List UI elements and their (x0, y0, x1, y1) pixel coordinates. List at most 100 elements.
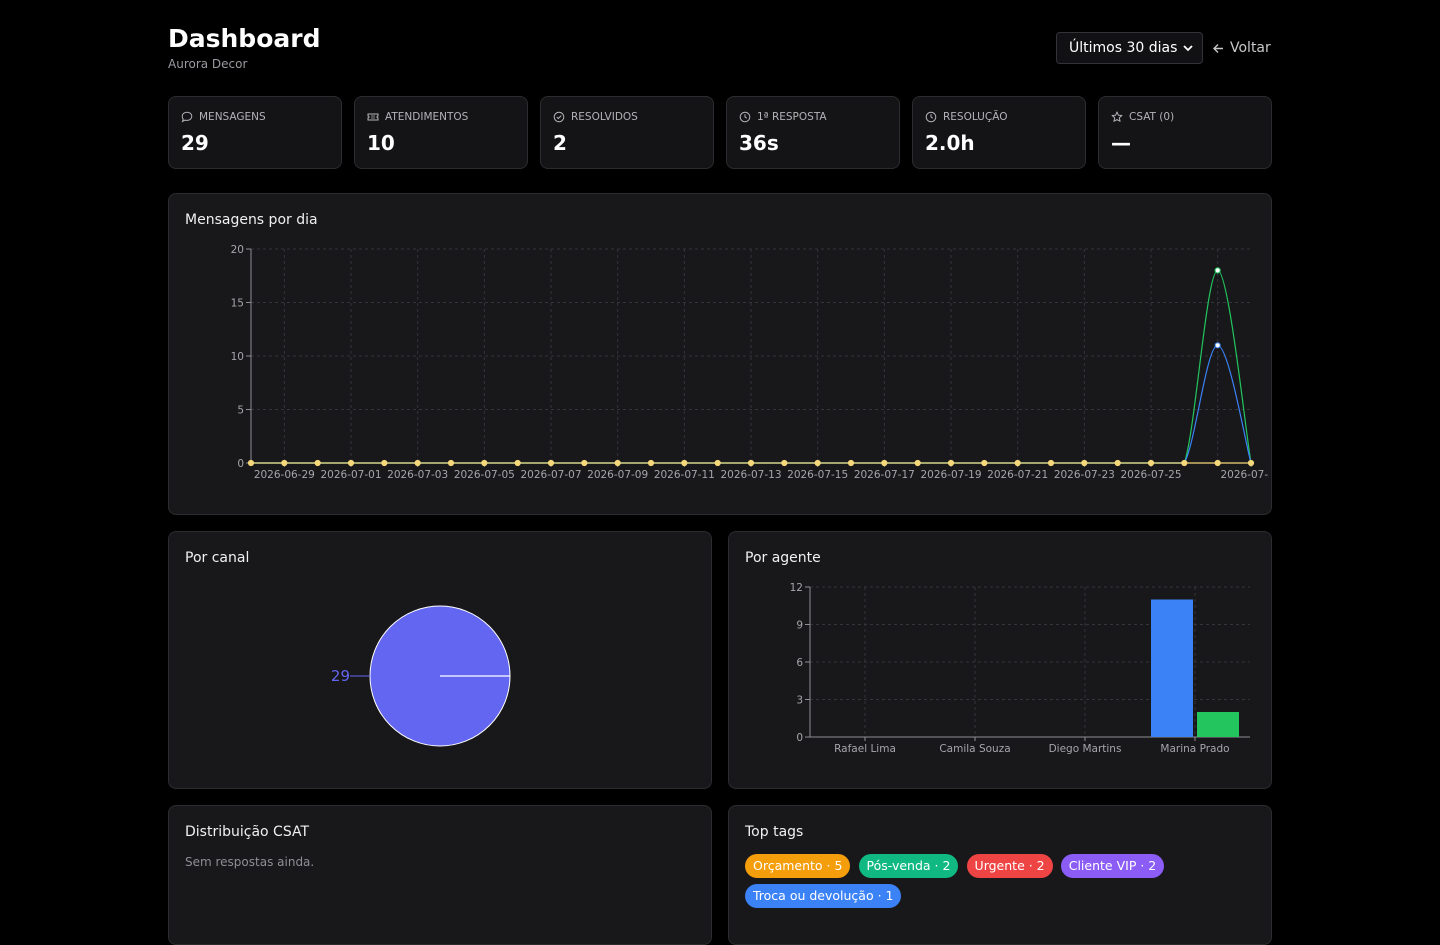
y-tick-label: 3 (796, 695, 803, 707)
kpi-value: 2.0h (925, 131, 975, 155)
daily-messages-chart: 0 5 10 15 20 2026-06-29 2026-07-01 2026-07-03 20… (231, 244, 1269, 481)
chat-bubble-icon (181, 111, 193, 123)
channel-card: Por canal 29 (168, 531, 712, 789)
data-point (581, 459, 588, 467)
y-tick-label: 0 (796, 732, 803, 744)
tag-chip[interactable]: Pós-venda · 2 (858, 854, 959, 878)
star-icon (1111, 111, 1123, 122)
x-tick-label: Diego Martins (1049, 743, 1122, 755)
arrow-left-icon (1213, 43, 1223, 53)
kpi-label: MENSAGENS (199, 111, 266, 123)
x-tick-label: 2026-06-29 (254, 469, 315, 481)
data-point (314, 459, 321, 467)
kpi-value: 29 (181, 131, 209, 155)
data-point (1247, 459, 1255, 467)
kpi-label: 1ª RESPOSTA (757, 111, 827, 123)
data-point (947, 459, 955, 467)
tag-chip[interactable]: Troca ou devolução · 1 (745, 884, 902, 908)
y-tick-label: 0 (237, 458, 244, 470)
data-point (481, 459, 488, 467)
period-select-value: Últimos 30 dias (1069, 40, 1178, 56)
x-tick-label: 2026-07-21 (987, 469, 1048, 481)
x-tick-label: 2026-07-23 (1054, 469, 1115, 481)
x-tick-label: 2026-07-01 (320, 469, 381, 481)
tag-chip[interactable]: Orçamento · 5 (745, 854, 851, 878)
x-tick-label: 2026-07-09 (587, 469, 648, 481)
tag-chip[interactable]: Urgente · 2 (966, 854, 1053, 878)
channel-pie-chart: 29 (331, 605, 511, 747)
data-point (1214, 267, 1221, 274)
kpi-row: MENSAGENS 29 ATENDIMENTOS 10 RESOLVIDOS … (168, 96, 1272, 169)
data-point (1214, 459, 1221, 467)
kpi-card-resolution: RESOLUÇÃO 2.0h (912, 96, 1086, 169)
empty-state-text: Sem respostas ainda. (185, 855, 315, 869)
data-point (714, 459, 721, 467)
top-tags-card: Top tags Orçamento · 5 Pós-venda · 2 Urg… (728, 805, 1272, 945)
card-title: Mensagens por dia (185, 212, 318, 228)
x-tick-label: 2026-07-05 (454, 469, 515, 481)
card-title: Top tags (745, 824, 804, 840)
x-tick-label: 2026-07-11 (654, 469, 715, 481)
bar (1197, 712, 1239, 737)
back-link-label: Voltar (1230, 40, 1271, 56)
back-link[interactable]: Voltar (1212, 32, 1271, 64)
kpi-value: — (1111, 131, 1131, 155)
kpi-label: CSAT (0) (1129, 111, 1175, 123)
data-point (614, 459, 621, 467)
ticket-icon (367, 113, 379, 121)
page-title: Dashboard (168, 24, 321, 53)
tag-list: Orçamento · 5 Pós-venda · 2 Urgente · 2 … (745, 854, 1265, 914)
data-point (514, 459, 521, 467)
kpi-value: 36s (739, 131, 779, 155)
header: Dashboard Aurora Decor Últimos 30 dias V… (168, 24, 1272, 74)
y-tick-label: 10 (231, 351, 244, 363)
data-point (814, 459, 821, 467)
card-title: Por canal (185, 550, 250, 566)
daily-messages-card: Mensagens por dia 0 5 10 15 20 2026-06-29 2026… (168, 193, 1272, 515)
data-point (447, 459, 455, 467)
x-tick-label: Rafael Lima (834, 743, 896, 755)
data-point (381, 459, 388, 467)
x-tick-label: 2026-07-25 (1120, 469, 1181, 481)
x-tick-label: Marina Prado (1160, 743, 1229, 755)
data-point (1147, 459, 1155, 467)
x-tick-label: 2026-07-15 (787, 469, 848, 481)
card-title: Por agente (745, 550, 821, 566)
chevron-down-icon (1183, 45, 1193, 52)
y-tick-label: 9 (796, 620, 803, 632)
clock-icon (925, 111, 937, 123)
x-tick-label: 2026-07-28 (1220, 469, 1269, 481)
data-point (681, 459, 688, 467)
data-point (747, 459, 755, 467)
kpi-card-first-response: 1ª RESPOSTA 36s (726, 96, 900, 169)
data-point (981, 459, 988, 467)
data-point (914, 459, 921, 467)
data-point (1014, 459, 1021, 467)
data-point (281, 459, 288, 467)
data-point (881, 459, 888, 467)
data-point (347, 459, 355, 467)
kpi-value: 2 (553, 131, 567, 155)
kpi-label: RESOLVIDOS (571, 111, 638, 123)
page-subtitle: Aurora Decor (168, 57, 248, 71)
y-tick-label: 12 (790, 582, 803, 594)
check-circle-icon (553, 111, 565, 123)
csat-distribution-card: Distribuição CSAT Sem respostas ainda. (168, 805, 712, 945)
kpi-label: RESOLUÇÃO (943, 111, 1008, 123)
data-point (1081, 459, 1088, 467)
bar (1151, 599, 1193, 737)
clock-icon (739, 111, 751, 123)
x-tick-label: Camila Souza (939, 743, 1010, 755)
kpi-value: 10 (367, 131, 395, 155)
data-point (781, 459, 788, 467)
data-point (1214, 342, 1221, 349)
agent-card: Por agente 0 3 6 9 12 Rafael Lima Camila Souza… (728, 531, 1272, 789)
card-title: Distribuição CSAT (185, 824, 310, 840)
x-tick-label: 2026-07-03 (387, 469, 448, 481)
kpi-card-csat: CSAT (0) — (1098, 96, 1272, 169)
y-tick-label: 20 (231, 244, 244, 256)
x-tick-label: 2026-07-17 (854, 469, 915, 481)
period-select[interactable]: Últimos 30 dias (1056, 32, 1203, 64)
x-tick-label: 2026-07-13 (720, 469, 781, 481)
tag-chip[interactable]: Cliente VIP · 2 (1060, 854, 1165, 878)
